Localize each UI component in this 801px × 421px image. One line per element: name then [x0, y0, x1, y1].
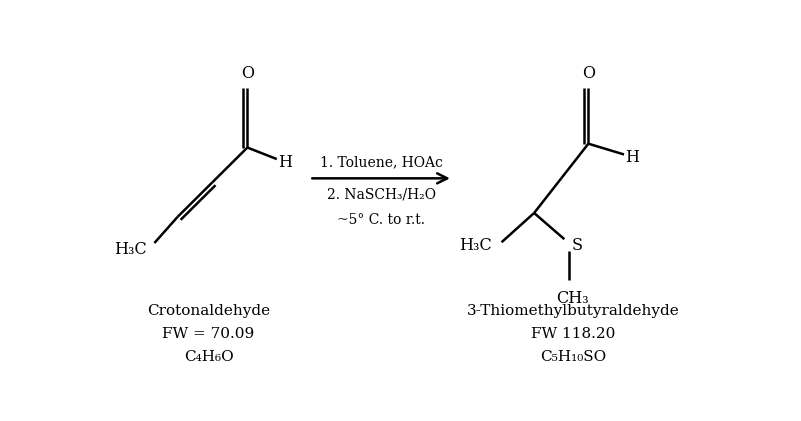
Text: O: O — [582, 65, 595, 82]
Text: 3-Thiomethylbutyraldehyde: 3-Thiomethylbutyraldehyde — [466, 304, 679, 318]
Text: O: O — [241, 65, 254, 82]
Text: S: S — [572, 237, 583, 254]
Text: H₃C: H₃C — [114, 241, 147, 258]
Text: H₃C: H₃C — [460, 237, 493, 254]
Text: H: H — [279, 155, 292, 171]
Text: Crotonaldehyde: Crotonaldehyde — [147, 304, 270, 318]
Text: FW 118.20: FW 118.20 — [531, 327, 615, 341]
Text: FW = 70.09: FW = 70.09 — [163, 327, 255, 341]
Text: CH₃: CH₃ — [556, 290, 589, 307]
Text: 1. Toluene, HOAc: 1. Toluene, HOAc — [320, 155, 442, 169]
Text: C₄H₆O: C₄H₆O — [183, 350, 234, 364]
Text: ~5° C. to r.t.: ~5° C. to r.t. — [337, 213, 425, 227]
Text: C₅H₁₀SO: C₅H₁₀SO — [540, 350, 606, 364]
Text: H: H — [626, 149, 639, 166]
Text: 2. NaSCH₃/H₂O: 2. NaSCH₃/H₂O — [327, 188, 436, 202]
